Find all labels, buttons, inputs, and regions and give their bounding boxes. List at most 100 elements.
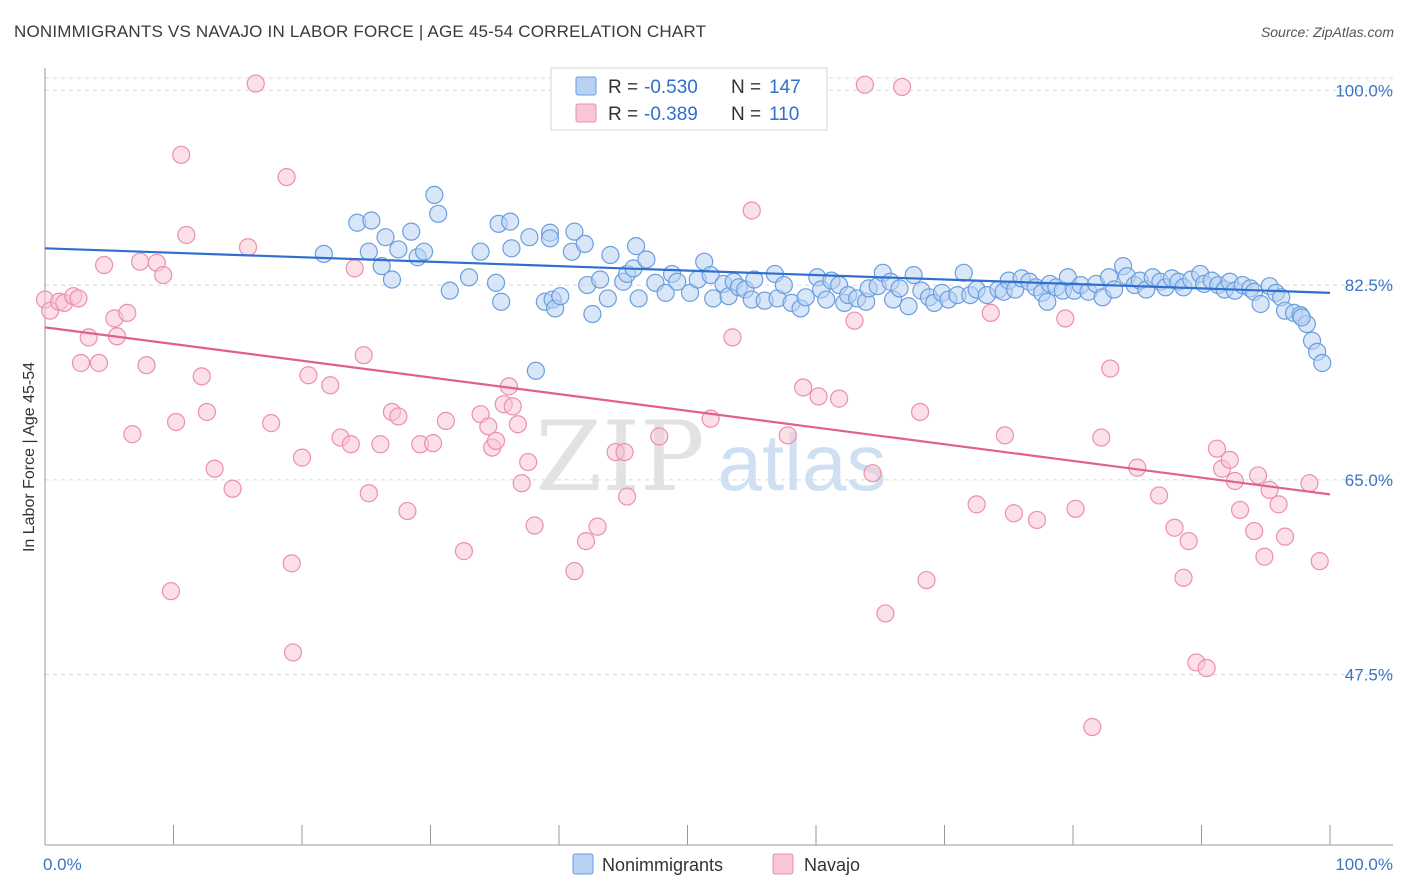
data-point bbox=[742, 201, 761, 220]
data-point bbox=[123, 425, 142, 444]
data-point bbox=[1174, 568, 1193, 587]
data-point bbox=[855, 75, 874, 94]
source-label: Source: ZipAtlas.com bbox=[1260, 24, 1394, 40]
data-point bbox=[576, 532, 596, 551]
data-point bbox=[1083, 717, 1102, 737]
y-tick-labels: 47.5% 65.0% 82.5% 100.0% bbox=[1335, 81, 1393, 684]
data-point bbox=[1310, 552, 1329, 571]
data-point bbox=[389, 407, 408, 426]
data-point bbox=[359, 484, 378, 503]
data-point bbox=[1292, 308, 1311, 327]
data-point bbox=[995, 426, 1014, 445]
data-point bbox=[1220, 450, 1239, 469]
data-point bbox=[1245, 521, 1264, 541]
data-point bbox=[680, 283, 700, 302]
data-point bbox=[917, 570, 936, 590]
data-point bbox=[223, 479, 242, 498]
legend-r-value-1: -0.530 bbox=[644, 77, 698, 98]
data-point bbox=[1165, 518, 1184, 537]
data-point bbox=[520, 228, 539, 247]
data-point bbox=[1251, 294, 1270, 314]
data-point bbox=[154, 265, 173, 285]
data-point bbox=[172, 145, 191, 164]
data-point bbox=[565, 562, 584, 581]
bottom-legend-navajo: Navajo bbox=[804, 855, 860, 875]
data-point bbox=[277, 167, 296, 187]
data-point bbox=[246, 74, 265, 93]
data-point bbox=[615, 442, 634, 462]
data-point bbox=[459, 268, 479, 287]
data-point bbox=[137, 356, 156, 375]
legend-n-label-1: N = bbox=[731, 77, 761, 98]
data-point bbox=[863, 464, 882, 483]
data-point bbox=[1179, 532, 1198, 551]
data-point bbox=[95, 255, 114, 275]
data-point bbox=[382, 270, 402, 289]
data-point bbox=[440, 281, 459, 300]
gridlines bbox=[45, 77, 1393, 676]
data-point bbox=[650, 427, 669, 446]
legend-swatch-navajo bbox=[575, 103, 597, 123]
data-point bbox=[501, 212, 520, 231]
data-point bbox=[637, 250, 656, 269]
legend-n-label-2: N = bbox=[731, 104, 761, 125]
data-point bbox=[591, 270, 610, 289]
data-point bbox=[414, 242, 434, 261]
data-point bbox=[1197, 658, 1216, 678]
data-point bbox=[371, 435, 390, 454]
data-point bbox=[526, 361, 545, 380]
data-point bbox=[283, 643, 303, 662]
data-point bbox=[817, 290, 836, 309]
data-point bbox=[890, 279, 909, 298]
data-point bbox=[1027, 510, 1047, 530]
data-point bbox=[166, 412, 186, 432]
data-point bbox=[967, 495, 986, 514]
data-point bbox=[118, 303, 137, 322]
y-tick-label: 47.5% bbox=[1345, 666, 1393, 685]
data-point bbox=[981, 303, 1000, 322]
data-point bbox=[314, 244, 333, 264]
data-point bbox=[551, 287, 570, 306]
legend-n-value-1: 147 bbox=[769, 77, 801, 98]
data-point bbox=[1207, 439, 1227, 458]
data-point bbox=[618, 487, 637, 506]
data-point bbox=[1248, 466, 1268, 485]
data-point bbox=[197, 402, 217, 422]
data-point bbox=[471, 242, 490, 261]
data-point bbox=[1004, 504, 1023, 523]
data-point bbox=[876, 604, 895, 623]
data-point bbox=[372, 257, 391, 276]
data-point bbox=[1038, 292, 1057, 311]
data-point bbox=[502, 239, 521, 258]
data-point bbox=[809, 387, 828, 406]
data-point bbox=[454, 542, 474, 561]
data-point bbox=[71, 353, 91, 373]
data-point bbox=[774, 275, 793, 295]
data-point bbox=[299, 366, 318, 385]
data-point bbox=[1056, 309, 1075, 328]
data-point bbox=[177, 225, 196, 245]
watermark-atlas: atlas bbox=[718, 418, 887, 507]
data-point bbox=[1255, 547, 1274, 566]
data-point bbox=[341, 435, 360, 454]
data-point bbox=[794, 378, 813, 397]
legend-swatch-nonimmigrants bbox=[575, 76, 597, 96]
legend-n-value-2: 110 bbox=[769, 104, 799, 125]
data-point bbox=[892, 77, 912, 97]
data-point bbox=[1149, 486, 1169, 505]
data-point bbox=[778, 426, 797, 445]
data-point bbox=[362, 211, 381, 230]
data-point bbox=[130, 252, 150, 271]
data-point bbox=[423, 434, 443, 453]
data-point bbox=[292, 448, 312, 467]
bottom-legend: Nonimmigrants Navajo bbox=[572, 853, 860, 875]
data-point bbox=[588, 517, 607, 536]
legend-r-label-1: R = bbox=[608, 77, 638, 98]
data-point bbox=[583, 304, 602, 324]
data-point bbox=[1269, 495, 1288, 514]
data-point bbox=[503, 397, 522, 416]
y-axis-title: In Labor Force | Age 45-54 bbox=[21, 362, 38, 552]
data-point bbox=[656, 283, 675, 302]
data-point bbox=[425, 185, 444, 205]
data-point bbox=[486, 273, 506, 292]
